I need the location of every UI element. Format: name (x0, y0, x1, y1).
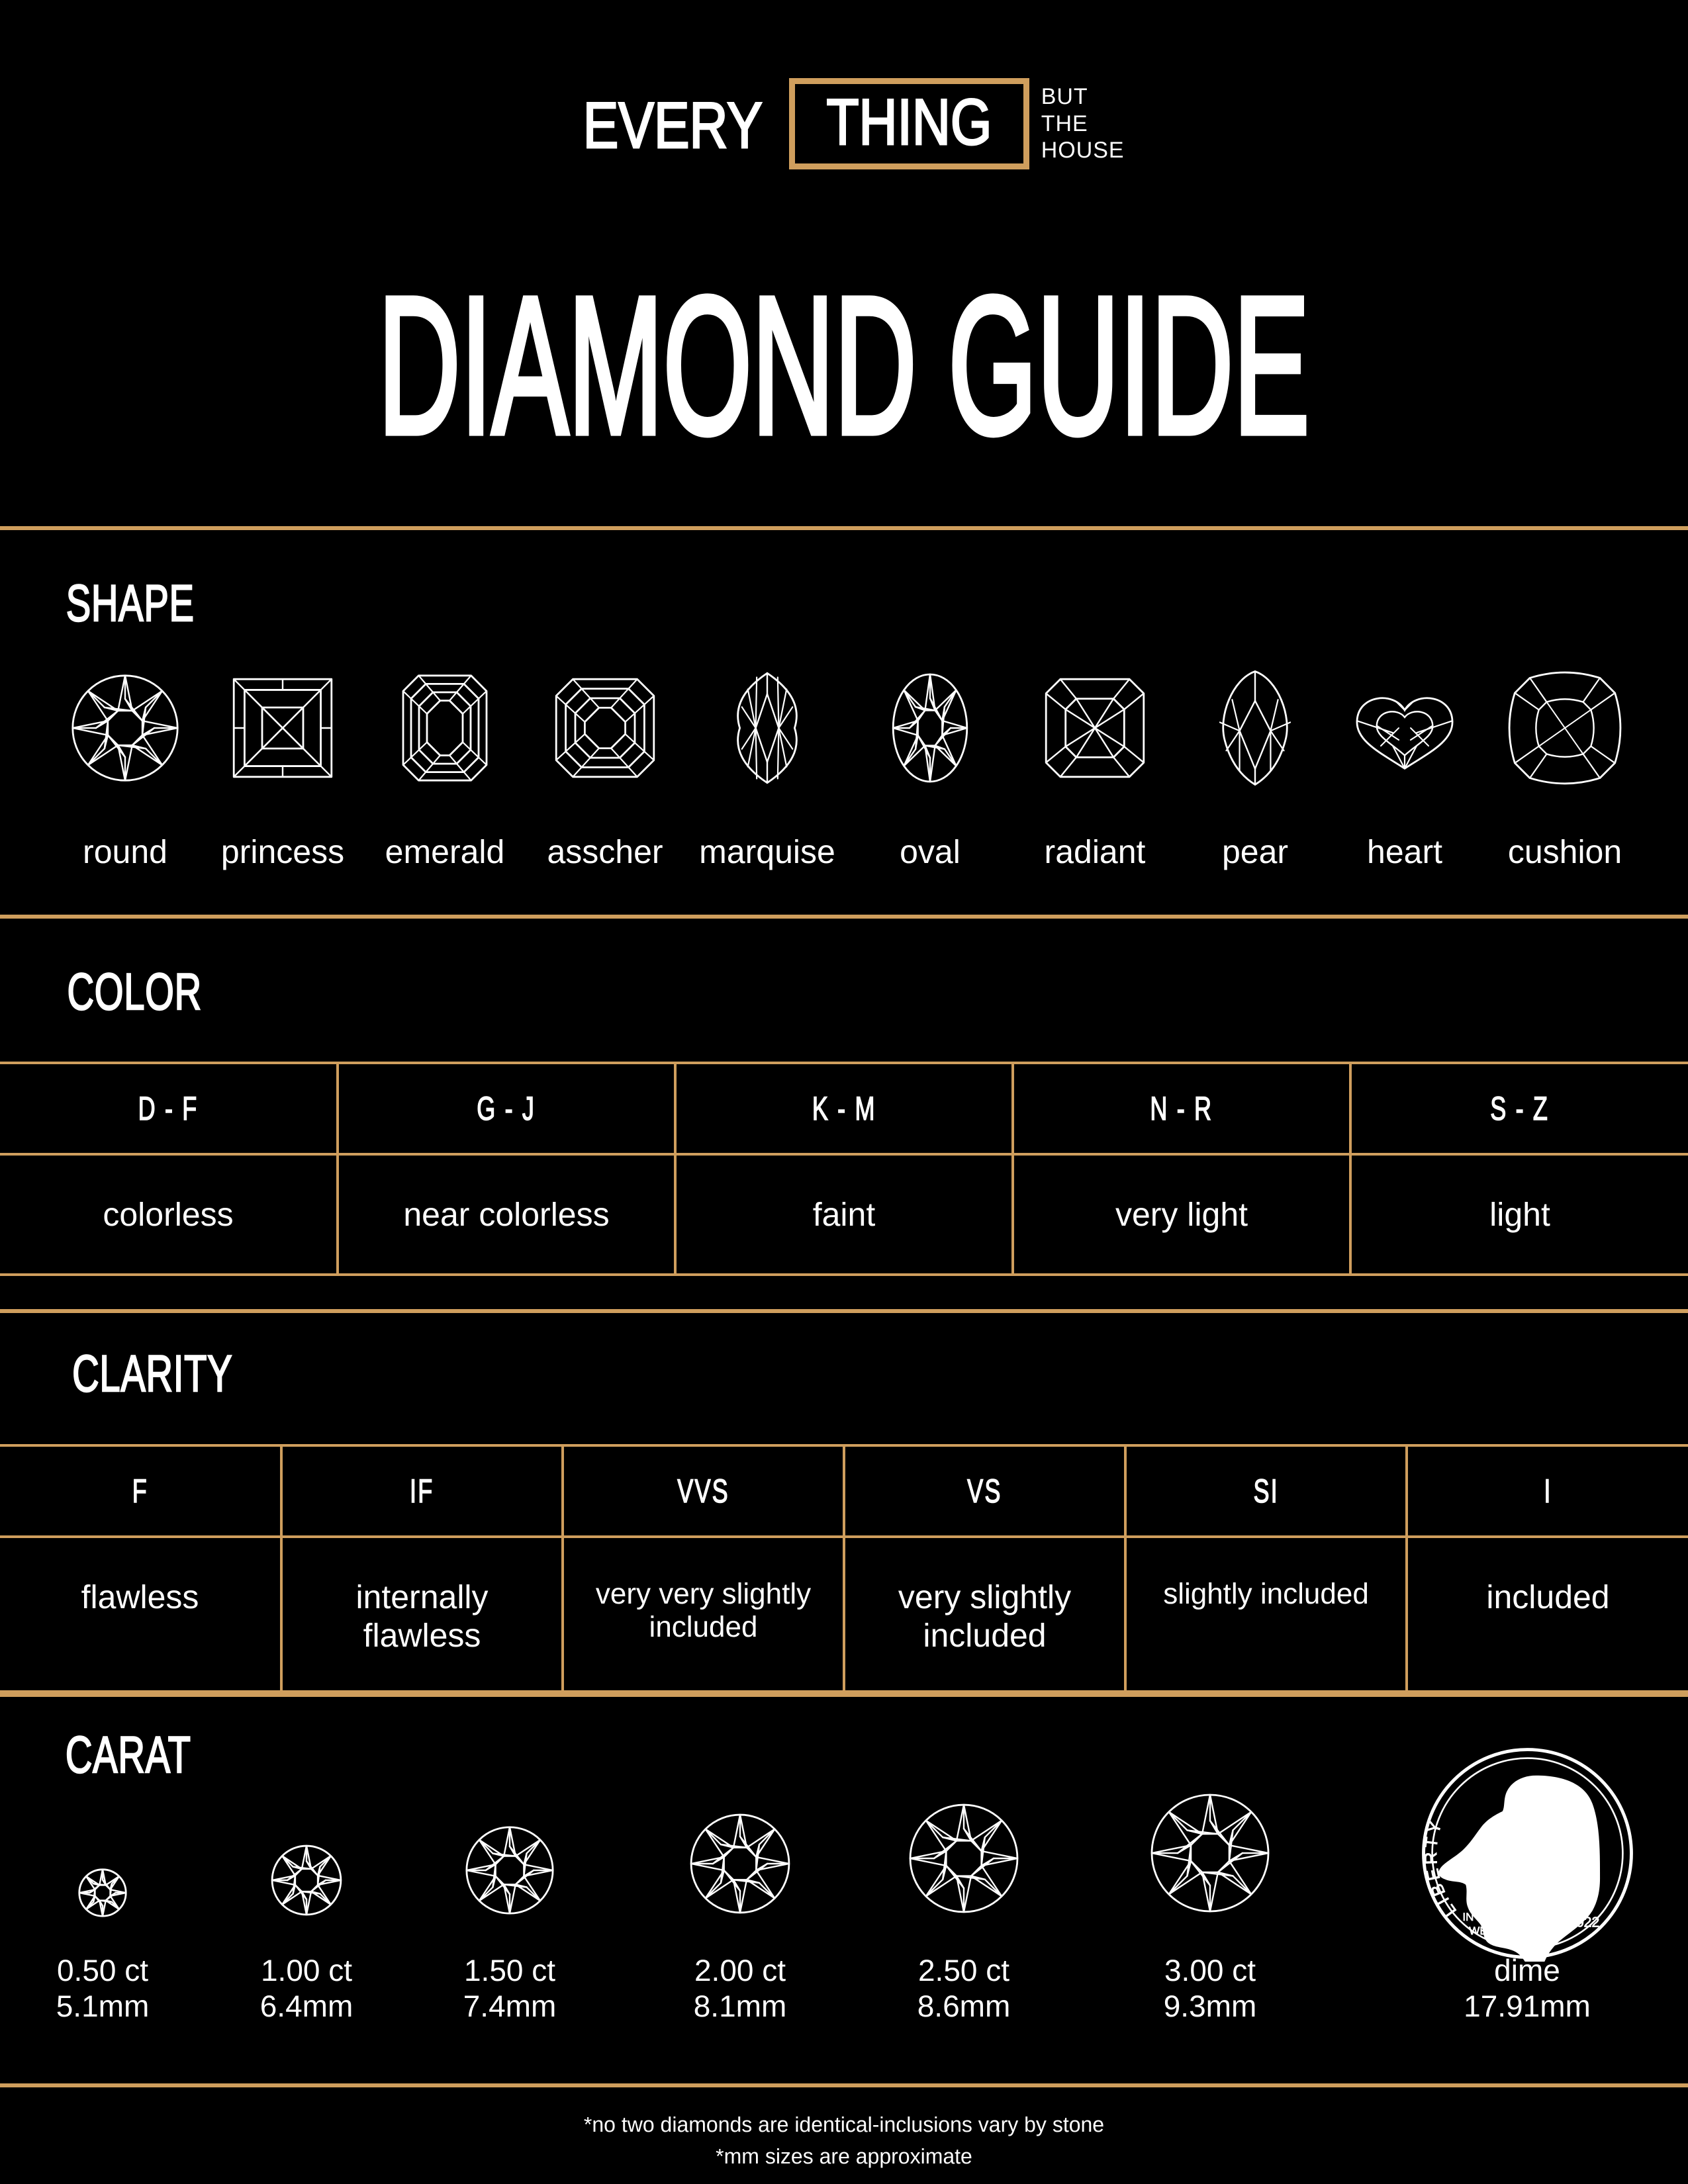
svg-text:WE TRUST: WE TRUST (1468, 1924, 1528, 1937)
svg-text:2022: 2022 (1568, 1914, 1599, 1930)
svg-text:IN GOD: IN GOD (1462, 1909, 1503, 1923)
